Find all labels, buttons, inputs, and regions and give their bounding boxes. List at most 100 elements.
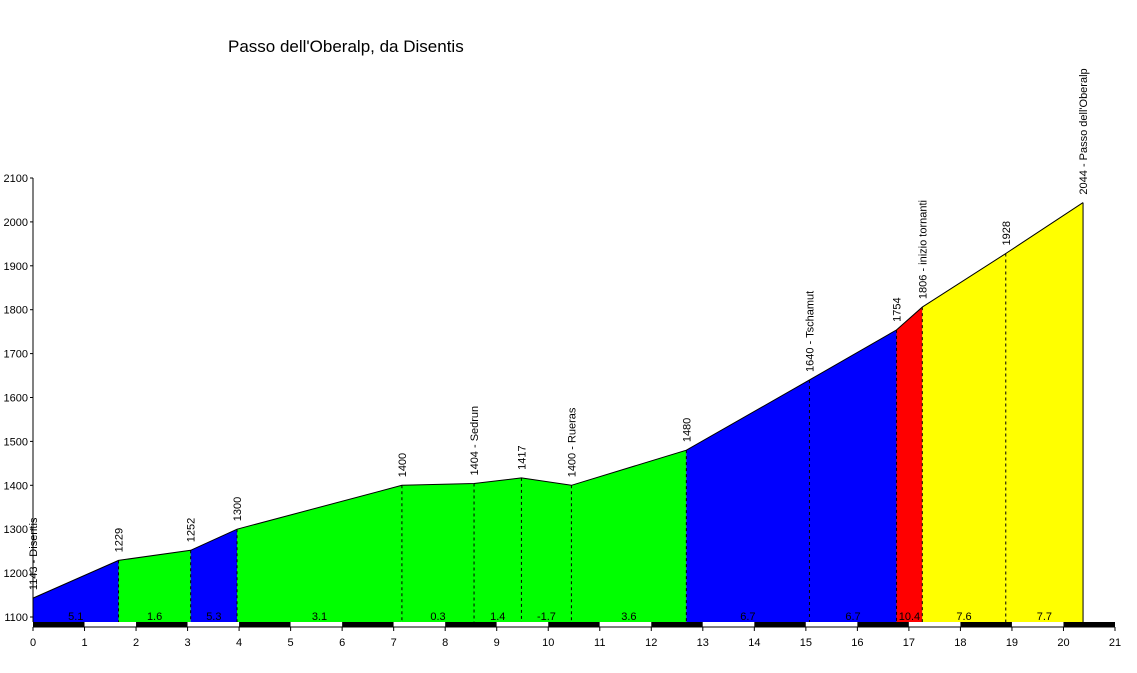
km-bar-cell	[33, 622, 85, 627]
km-bar-cell	[599, 622, 652, 627]
x-tick-label: 3	[185, 637, 191, 649]
x-tick-label: 6	[339, 637, 345, 649]
x-tick-label: 8	[442, 637, 448, 649]
point-label: 1143 - Disentis	[28, 517, 40, 590]
x-tick-label: 0	[30, 637, 36, 649]
point-label: 2044 - Passo dell'Oberalp	[1078, 68, 1090, 194]
profile-line	[32, 202, 1084, 599]
point-label: 1754	[892, 297, 904, 321]
km-bar-cell	[393, 622, 446, 627]
chart-title: Passo dell'Oberalp, da Disentis	[228, 37, 464, 56]
segment-fill	[33, 560, 119, 622]
x-tick-label: 5	[288, 637, 294, 649]
km-bar-cell	[805, 622, 858, 627]
x-tick-label: 19	[1006, 637, 1018, 649]
segment-fill	[686, 379, 810, 622]
km-bar-cell	[496, 622, 549, 627]
x-tick-label: 12	[645, 637, 657, 649]
segment-fill	[809, 329, 897, 622]
gradient-label: 1.4	[490, 611, 505, 623]
x-tick-label: 7	[391, 637, 397, 649]
y-tick-label: 1600	[4, 393, 28, 405]
point-label: 1400 - Rueras	[566, 407, 578, 477]
x-tick-label: 18	[954, 637, 966, 649]
km-bar-cell	[857, 622, 909, 627]
profile-fills	[33, 202, 1084, 623]
km-bar-cell	[960, 622, 1012, 627]
y-tick-label: 1100	[4, 612, 28, 624]
x-tick-label: 15	[800, 637, 812, 649]
y-tick-label: 1700	[4, 349, 28, 361]
x-tick-label: 13	[697, 637, 709, 649]
x-tick-label: 17	[903, 637, 915, 649]
y-tick-label: 1500	[4, 436, 28, 448]
segment-fill	[521, 477, 572, 622]
point-labels: 1143 - Disentis 1229 1252 1300 1400 1404 - Se…	[28, 68, 1090, 590]
y-tick-label: 2000	[4, 217, 28, 229]
y-tick-label: 1200	[4, 568, 28, 580]
x-axis: 0 1 2 3 4 5 6 7 8 9 10 11 12 13 14 15 16 17 18 19 20 21	[30, 627, 1121, 649]
profile-outline	[32, 202, 1084, 622]
x-tick-label: 20	[1057, 637, 1069, 649]
segment-fill	[474, 477, 522, 622]
point-label: 1252	[186, 518, 198, 542]
gradient-label: 1.6	[147, 611, 162, 623]
x-tick-label: 16	[851, 637, 863, 649]
y-tick-label: 1900	[4, 261, 28, 273]
segment-fill	[571, 450, 687, 622]
gradient-label: 7.6	[956, 611, 971, 623]
point-label: 1417	[516, 445, 528, 469]
segment-fill	[896, 307, 923, 622]
gradient-label: 0.3	[430, 611, 445, 623]
x-tick-label: 1	[81, 637, 87, 649]
x-tick-label: 21	[1109, 637, 1121, 649]
km-scale-bar	[33, 622, 1115, 628]
gradient-label: 3.1	[312, 611, 327, 623]
x-tick-label: 11	[594, 637, 605, 649]
km-bar-cell	[187, 622, 240, 627]
segment-fill	[237, 485, 402, 622]
y-tick-label: 1400	[4, 480, 28, 492]
km-bar-cell	[342, 622, 394, 627]
point-label: 1400	[397, 453, 409, 477]
gradient-label: 5.3	[206, 611, 221, 623]
x-tick-label: 9	[494, 637, 500, 649]
point-label: 1300	[232, 497, 244, 521]
point-label: 1806 - inizio tornanti	[917, 200, 929, 299]
gradient-label: 3.6	[621, 611, 636, 623]
segment-fill	[401, 483, 475, 622]
y-tick-label: 2100	[4, 173, 28, 185]
point-label: 1928	[1001, 221, 1013, 245]
y-axis: 1100 1200 1300 1400 1500 1600 1700 1800 1900 2000…	[4, 173, 34, 624]
km-bar-cell	[445, 622, 497, 627]
km-bar-cell	[239, 622, 291, 627]
km-bar-cell	[908, 622, 961, 627]
gradient-label: 6.7	[740, 611, 755, 623]
gradient-label: 10.4	[899, 611, 920, 623]
gradient-label: 6.7	[845, 611, 860, 623]
segment-fill	[922, 253, 1006, 622]
km-bar-cell	[290, 622, 343, 627]
x-tick-label: 4	[236, 637, 242, 649]
x-tick-label: 10	[542, 637, 554, 649]
km-bar-cell	[754, 622, 806, 627]
gradient-label: -1.7	[537, 611, 556, 623]
km-bar-cell	[548, 622, 600, 627]
km-bar-cell	[84, 622, 137, 627]
point-label: 1229	[114, 528, 126, 552]
y-tick-label: 1800	[4, 305, 28, 317]
point-dividers	[118, 253, 1007, 622]
km-bar-cell	[702, 622, 755, 627]
km-bar-cell	[651, 622, 703, 627]
point-label: 1640 - Tschamut	[804, 291, 816, 372]
y-tick-label: 1300	[4, 524, 28, 536]
x-tick-label: 2	[133, 637, 139, 649]
gradient-labels: 5.1 1.6 5.3 3.1 0.3 1.4 -1.7 3.6 6.7 6.7 10.4 7.6 7.…	[68, 611, 1052, 623]
point-label: 1480	[681, 418, 693, 442]
segment-fill	[118, 550, 191, 622]
km-bar-cell	[1011, 622, 1064, 627]
km-bar-cell	[1063, 622, 1115, 627]
segment-fill	[1005, 202, 1084, 623]
point-label: 1404 - Sedrun	[469, 406, 481, 476]
